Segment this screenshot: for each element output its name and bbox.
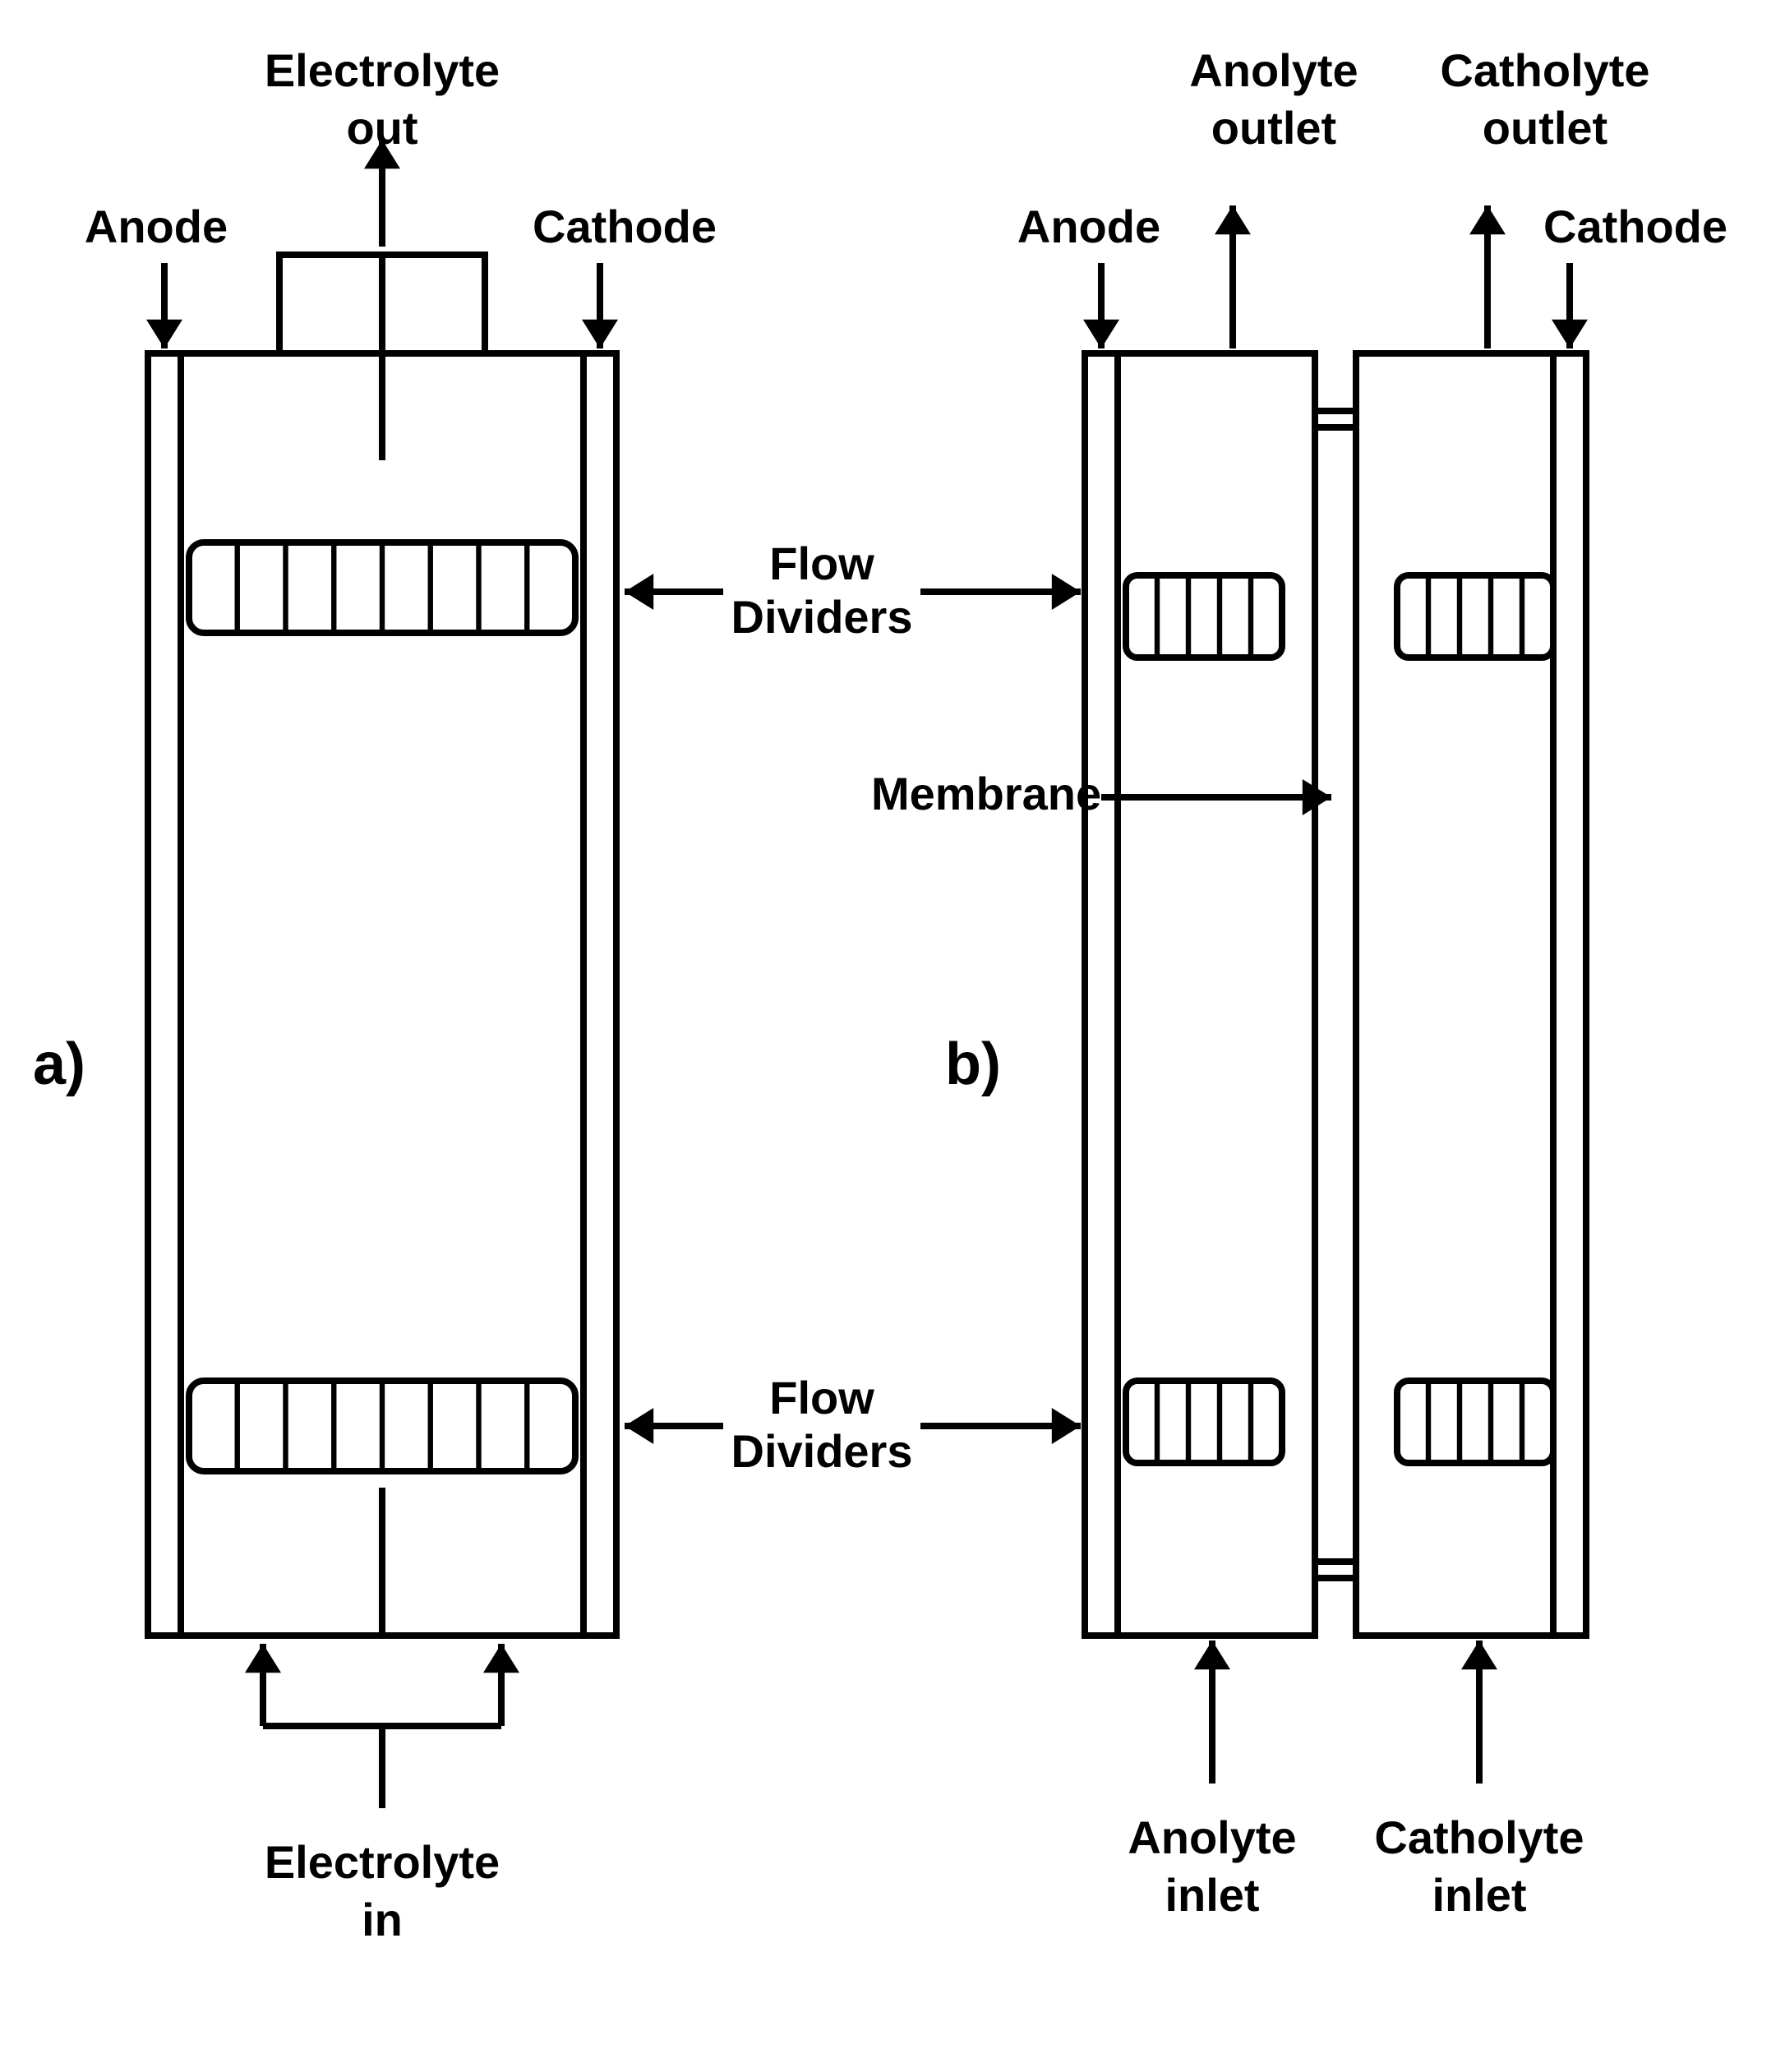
membrane-bridge-bot [1315, 1562, 1356, 1578]
flow-divider [189, 542, 575, 633]
label-anode-b: Anode [1017, 201, 1160, 252]
flow-divider [1126, 575, 1282, 658]
label-cathode-b: Cathode [1543, 201, 1727, 252]
label-flow-dividers-top-1: Flow [769, 538, 874, 589]
label-catholyte-inlet-2: inlet [1432, 1869, 1526, 1921]
label-flow-dividers-bot-2: Dividers [731, 1425, 913, 1477]
label-cathode-a: Cathode [533, 201, 717, 252]
label-anode-a: Anode [85, 201, 228, 252]
label-anolyte-outlet-1: Anolyte [1189, 44, 1358, 96]
flow-divider [1397, 1381, 1553, 1463]
label-electrolyte-out-2: out [346, 102, 417, 154]
label-anolyte-inlet-1: Anolyte [1128, 1811, 1296, 1863]
panel-label-a: a) [33, 1031, 85, 1097]
label-anolyte-outlet-2: outlet [1211, 102, 1336, 154]
label-catholyte-outlet-1: Catholyte [1440, 44, 1649, 96]
label-electrolyte-in-2: in [362, 1894, 403, 1945]
label-membrane: Membrane [871, 768, 1101, 819]
label-anolyte-inlet-2: inlet [1165, 1869, 1259, 1921]
label-electrolyte-out-1: Electrolyte [265, 44, 500, 96]
flow-divider [1126, 1381, 1282, 1463]
panel-label-b: b) [945, 1031, 1001, 1097]
label-catholyte-inlet-1: Catholyte [1374, 1811, 1584, 1863]
flow-divider [1397, 575, 1553, 658]
label-electrolyte-in-1: Electrolyte [265, 1836, 500, 1888]
label-flow-dividers-top-2: Dividers [731, 591, 913, 643]
label-flow-dividers-bot-1: Flow [769, 1372, 874, 1424]
membrane-bridge-top [1315, 411, 1356, 427]
flow-divider [189, 1381, 575, 1471]
label-catholyte-outlet-2: outlet [1483, 102, 1607, 154]
